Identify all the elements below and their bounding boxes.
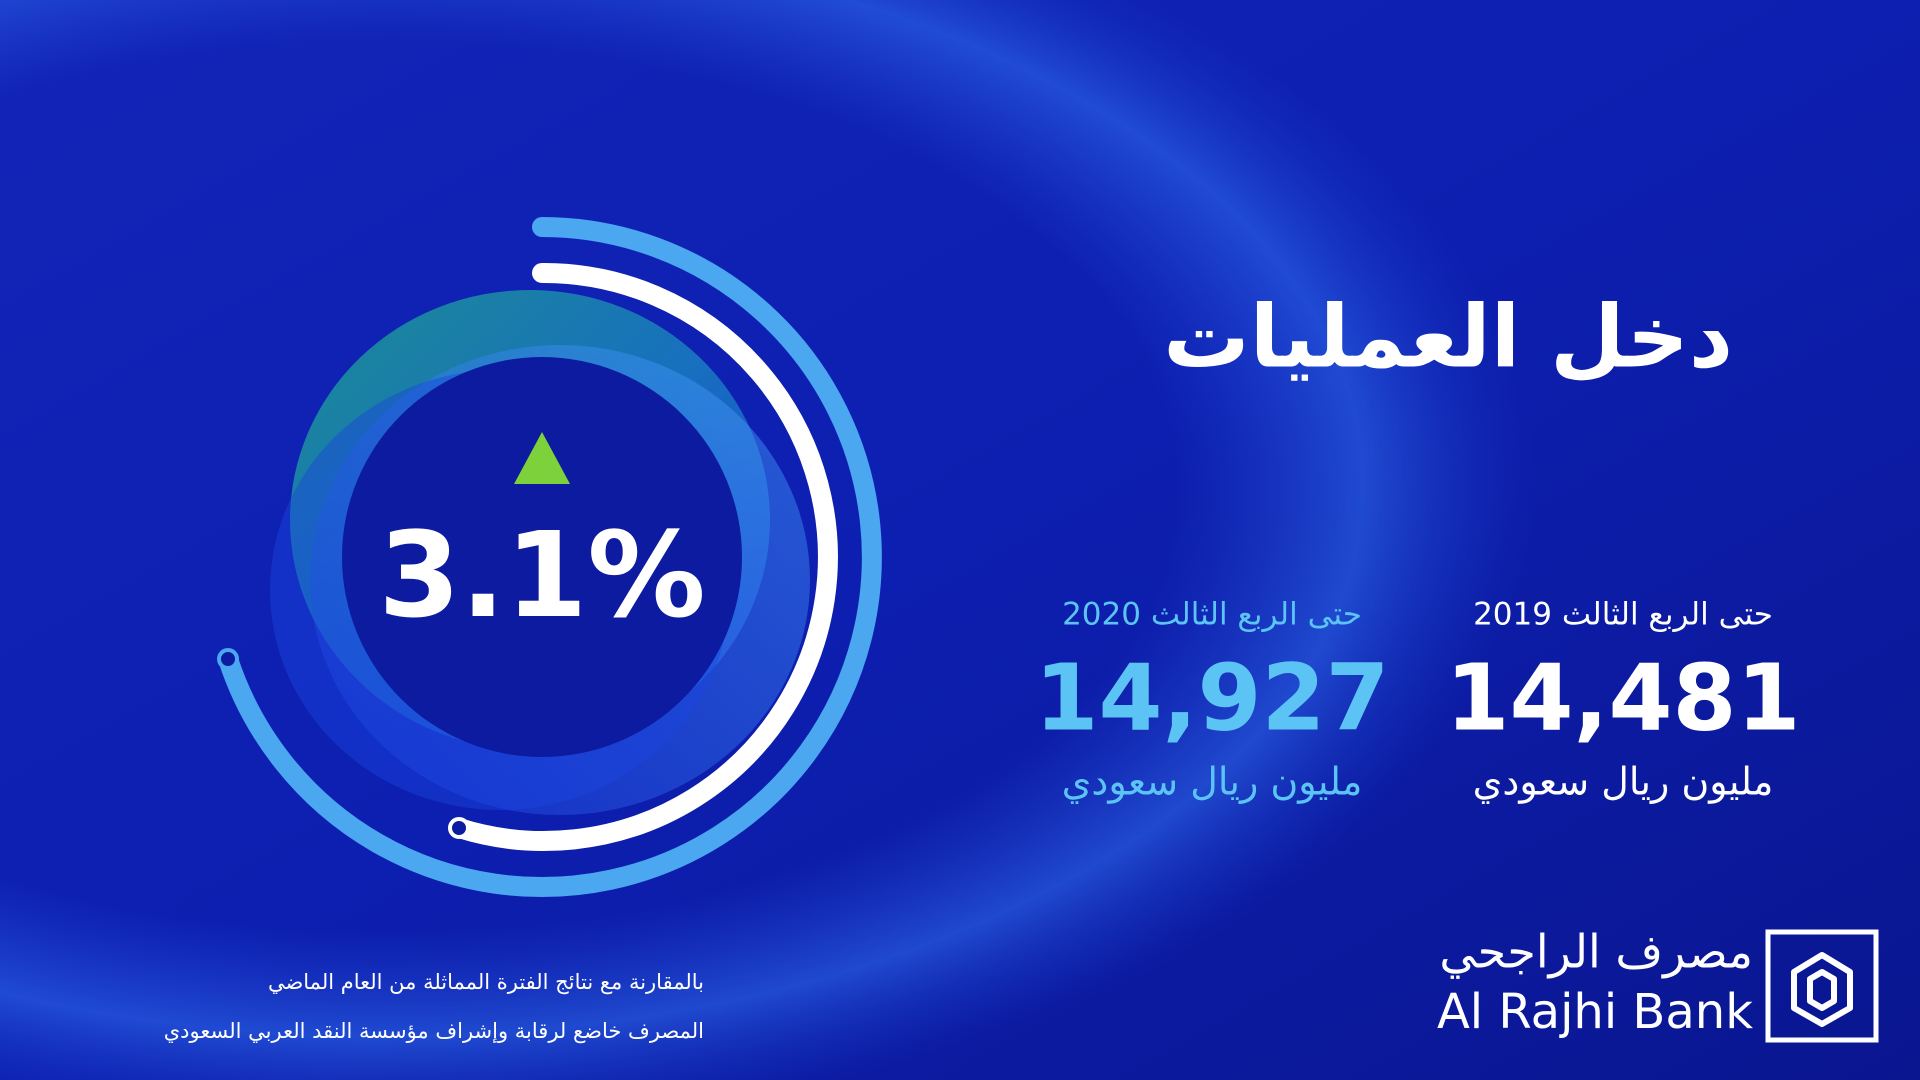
- up-triangle: [514, 432, 570, 484]
- title: دخل العمليات: [1163, 287, 1733, 387]
- period-2019: حتى الربع الثالث 2019 14,481 مليون ريال …: [1445, 597, 1800, 805]
- period-value: 14,927: [1034, 644, 1389, 751]
- period-value: 14,481: [1445, 644, 1800, 751]
- brand-arabic: مصرف الراجحي: [1439, 925, 1753, 980]
- period-unit: مليون ريال سعودي: [1473, 760, 1774, 805]
- outer-arc: [218, 217, 882, 897]
- brand-english: Al Rajhi Bank: [1437, 984, 1753, 1040]
- footnote: بالمقارنة مع نتائج الفترة المماثلة من ال…: [268, 970, 704, 994]
- logo-box: [1765, 929, 1879, 1043]
- period-label: حتى الربع الثالث 2020: [1062, 597, 1362, 633]
- period-label: حتى الربع الثالث 2019: [1473, 597, 1773, 633]
- logo: مصرف الراجحي Al Rajhi Bank: [1437, 925, 1879, 1043]
- logo-mark: [1791, 952, 1853, 1027]
- inner-arc: [449, 262, 838, 851]
- period-unit: مليون ريال سعودي: [1062, 760, 1363, 805]
- arc-end-dot: [217, 648, 239, 670]
- ring-graphic: 3.1%: [217, 217, 882, 897]
- change-value: 3.1%: [378, 506, 705, 644]
- inner-circle: [342, 357, 742, 757]
- arc-end-dot: [448, 817, 470, 839]
- footnote: المصرف خاضع لرقابة وإشراف مؤسسة النقد ال…: [164, 1019, 704, 1044]
- period-2020: حتى الربع الثالث 2020 14,927 مليون ريال …: [1034, 597, 1389, 805]
